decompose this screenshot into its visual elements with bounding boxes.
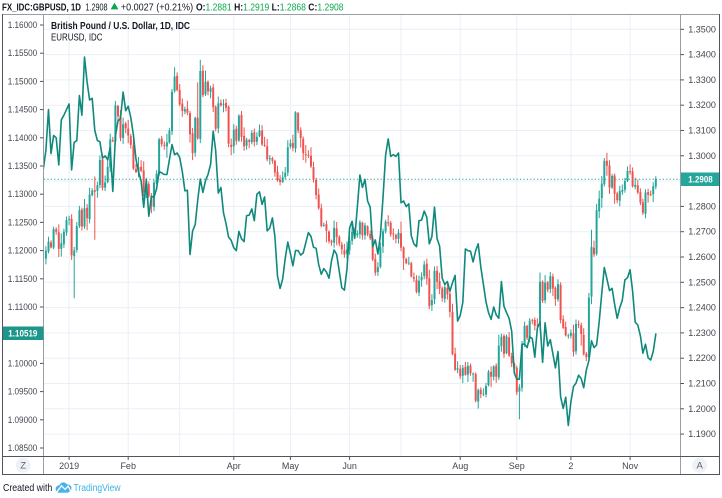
svg-text:1.14000: 1.14000 (8, 133, 38, 143)
svg-text:May: May (282, 461, 300, 471)
svg-text:1.3100: 1.3100 (688, 126, 716, 136)
svg-text:FX_IDC:GBPUSD, 1D: FX_IDC:GBPUSD, 1D (2, 2, 81, 14)
svg-text:Jun: Jun (342, 461, 357, 471)
svg-text:1.13500: 1.13500 (8, 161, 38, 171)
svg-text:1.10000: 1.10000 (8, 358, 38, 368)
svg-text:1.13000: 1.13000 (8, 189, 38, 199)
svg-text:1.08500: 1.08500 (8, 443, 38, 453)
svg-text:2019: 2019 (59, 461, 79, 471)
svg-text:TradingView: TradingView (74, 482, 121, 494)
svg-text:British Pound / U.S. Dollar, 1: British Pound / U.S. Dollar, 1D, IDC (51, 20, 190, 32)
svg-text:1.3500: 1.3500 (688, 24, 716, 34)
svg-text:1.2908: 1.2908 (85, 2, 107, 14)
svg-text:1.11000: 1.11000 (8, 302, 38, 312)
svg-text:O:1.2881 H:1.2919 L:1.2868 C:1: O:1.2881 H:1.2919 L:1.2868 C:1.2908 (196, 2, 344, 14)
svg-text:1.10519: 1.10519 (8, 329, 37, 340)
svg-text:1.11500: 1.11500 (8, 274, 38, 284)
svg-text:1.2100: 1.2100 (688, 379, 716, 389)
svg-text:1.15500: 1.15500 (8, 48, 38, 58)
svg-text:Created with: Created with (3, 482, 52, 494)
svg-text:Nov: Nov (622, 461, 639, 471)
svg-text:1.1900: 1.1900 (688, 429, 716, 439)
svg-text:1.12500: 1.12500 (8, 217, 38, 227)
svg-text:Feb: Feb (120, 461, 136, 471)
svg-text:1.2200: 1.2200 (688, 353, 716, 363)
svg-text:A: A (697, 461, 704, 472)
svg-text:1.3300: 1.3300 (688, 75, 716, 85)
svg-text:2: 2 (568, 461, 573, 471)
svg-text:1.14500: 1.14500 (8, 105, 38, 115)
svg-text:1.3200: 1.3200 (688, 100, 716, 110)
svg-text:EURUSD, IDC: EURUSD, IDC (51, 31, 103, 43)
svg-text:1.3400: 1.3400 (688, 50, 716, 60)
svg-text:1.2000: 1.2000 (688, 404, 716, 414)
svg-text:1.12000: 1.12000 (8, 246, 38, 256)
svg-text:1.2700: 1.2700 (688, 227, 716, 237)
svg-text:1.2600: 1.2600 (688, 252, 716, 262)
svg-text:1.2400: 1.2400 (688, 303, 716, 313)
svg-text:1.2800: 1.2800 (688, 201, 716, 211)
svg-text:Apr: Apr (227, 461, 241, 471)
svg-text:1.2908: 1.2908 (688, 175, 712, 186)
svg-text:1.3000: 1.3000 (688, 151, 716, 161)
svg-text:Z: Z (20, 461, 26, 472)
svg-text:1.09500: 1.09500 (8, 387, 38, 397)
svg-text:1.16000: 1.16000 (8, 20, 38, 30)
svg-text:Sep: Sep (509, 461, 525, 471)
svg-text:1.09000: 1.09000 (8, 415, 38, 425)
svg-text:1.15000: 1.15000 (8, 76, 38, 86)
svg-text:Aug: Aug (452, 461, 468, 471)
svg-text:+0.0027 (+0.21%): +0.0027 (+0.21%) (121, 2, 193, 14)
svg-text:1.2300: 1.2300 (688, 328, 716, 338)
svg-text:1.2500: 1.2500 (688, 277, 716, 287)
